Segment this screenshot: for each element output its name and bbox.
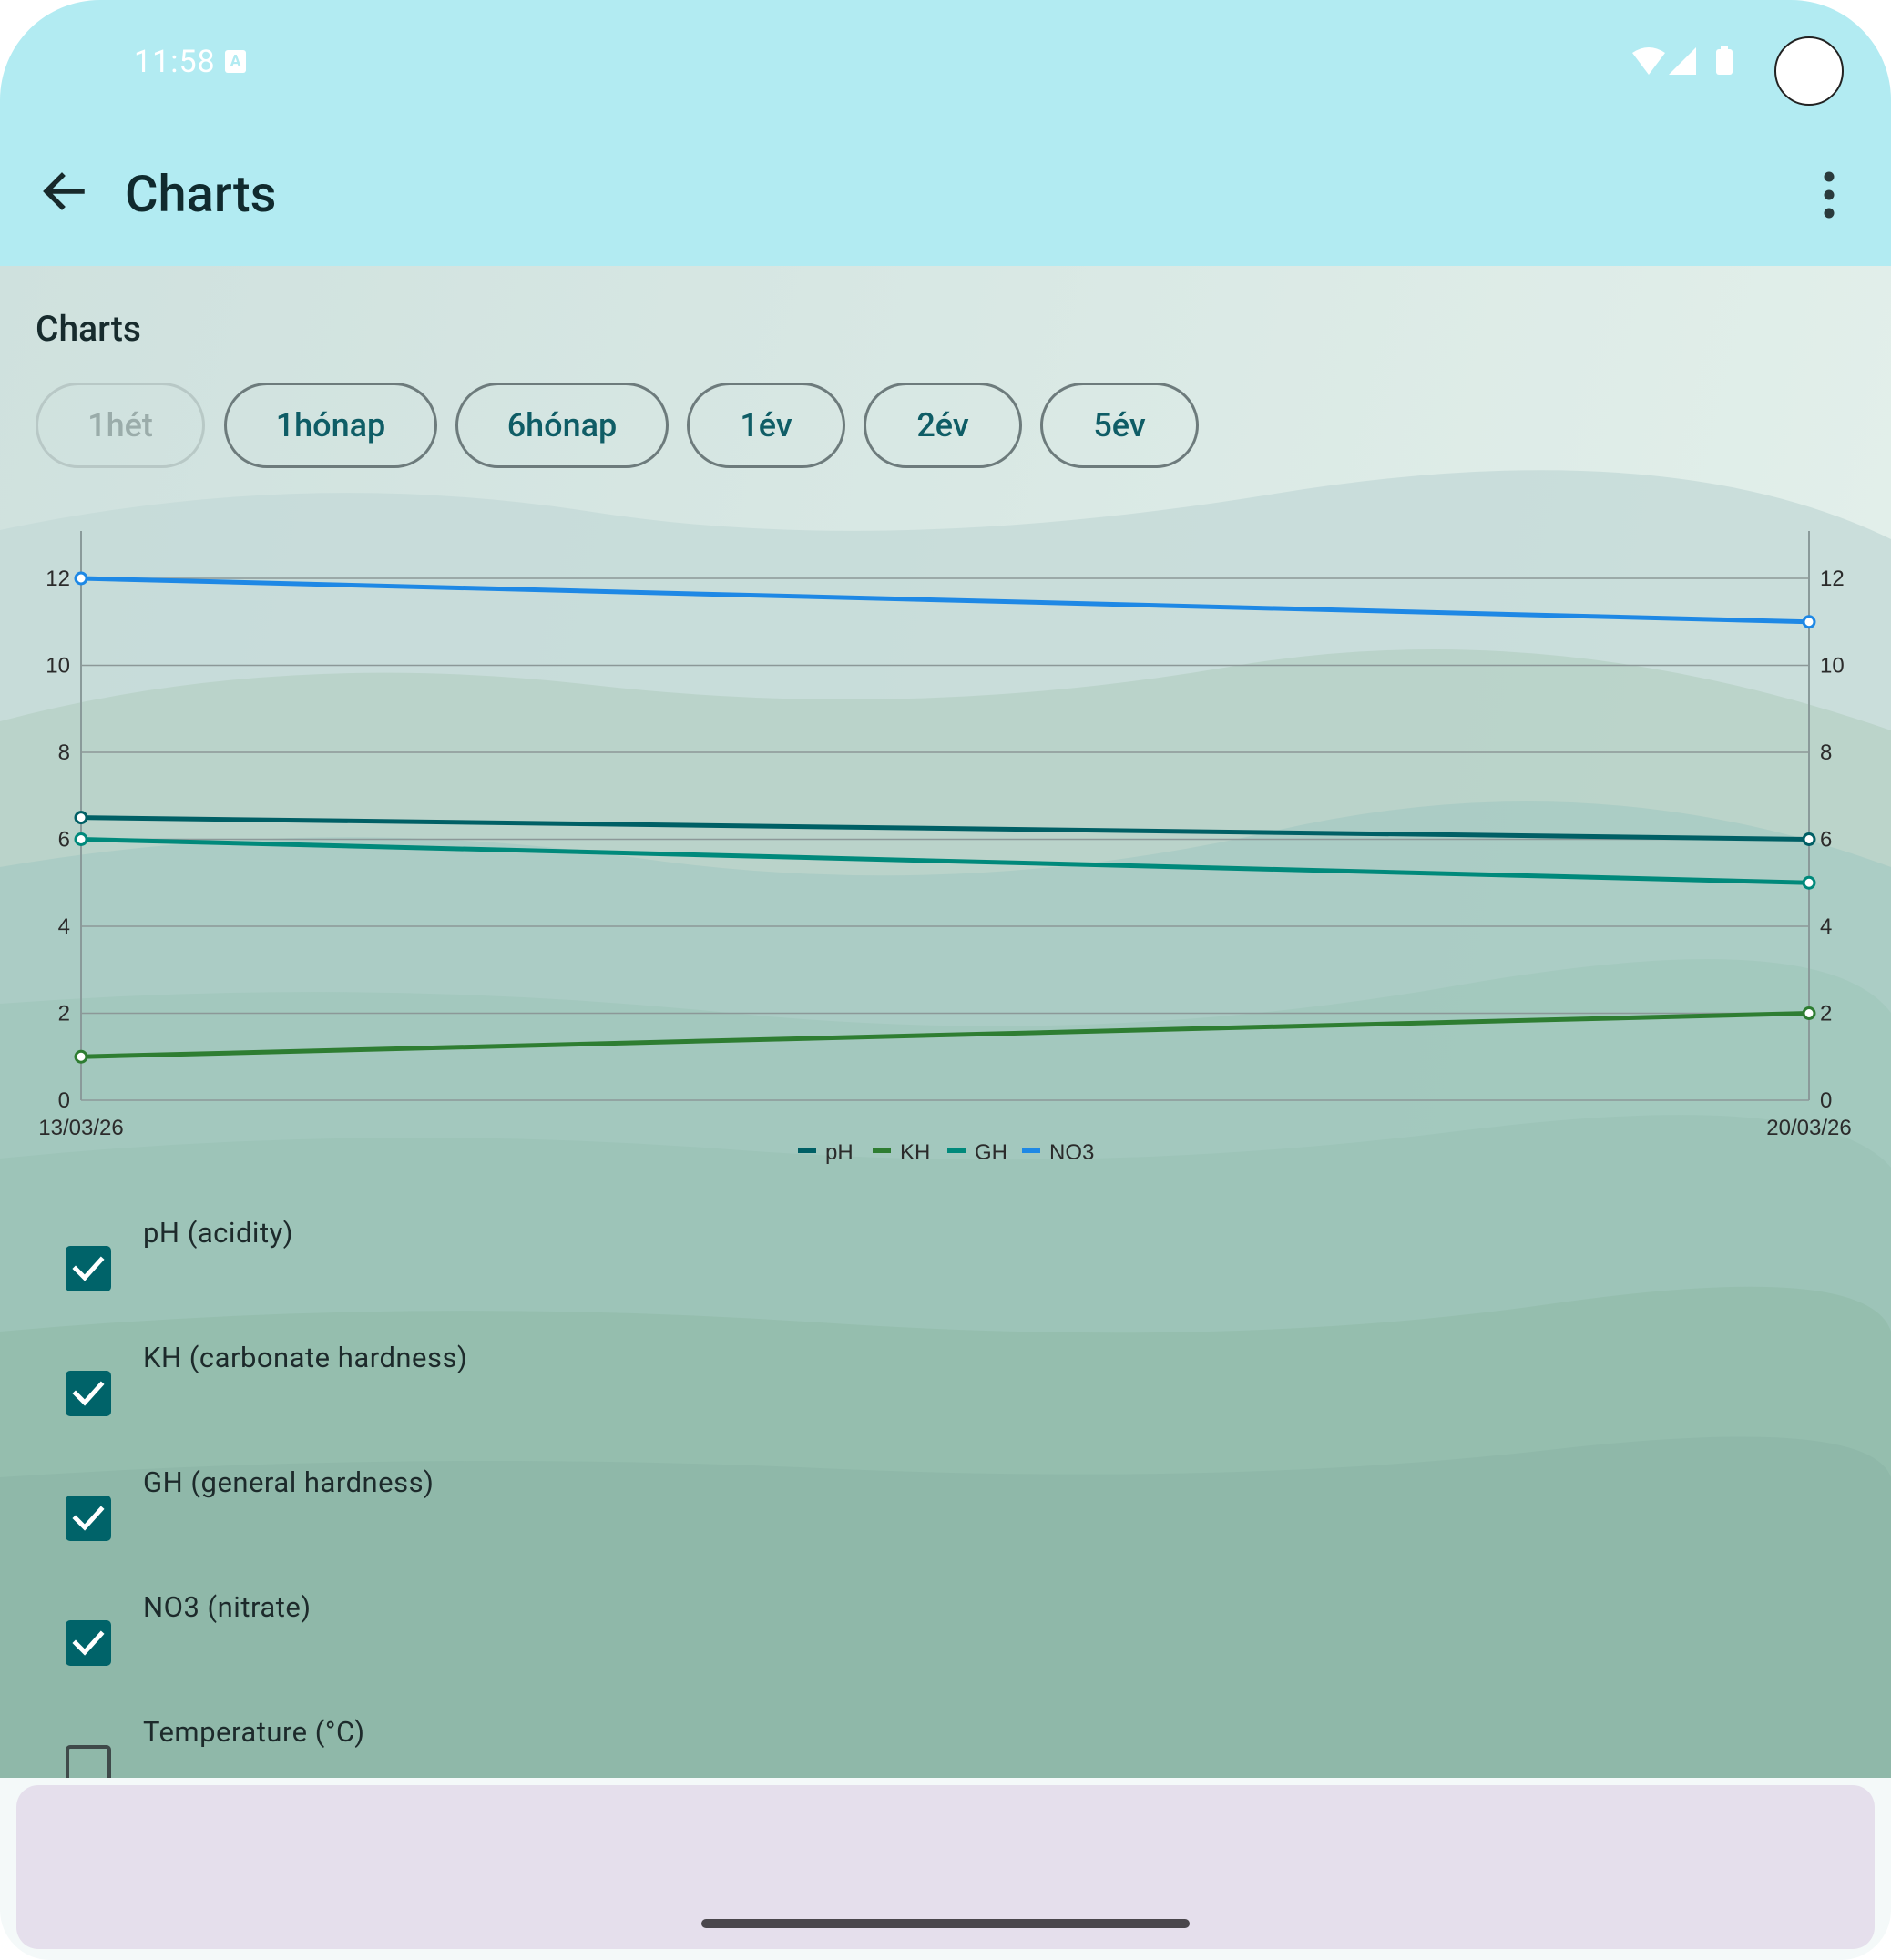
parameter-label-no3: NO3 (nitrate) <box>143 1590 312 1624</box>
data-point-gh <box>74 832 88 846</box>
charts-content: Charts 1hét 1hónap 6hónap 1év 2év 5év 0 2… <box>0 266 1891 1778</box>
legend-swatch-ph <box>798 1148 816 1153</box>
parameter-label-temperature: Temperature (°C) <box>143 1715 365 1749</box>
status-icons <box>1632 46 1733 75</box>
y-tick-label-right: 2 <box>1820 1002 1832 1026</box>
chip-6-months[interactable]: 6hónap <box>455 383 669 468</box>
y-tick-label-left: 8 <box>58 740 70 765</box>
gesture-handle[interactable] <box>701 1919 1190 1928</box>
checkbox-kh[interactable] <box>66 1371 111 1416</box>
chip-5-years[interactable]: 5év <box>1040 383 1199 468</box>
check-icon <box>72 1256 105 1281</box>
parameter-row-ph[interactable]: pH (acidity) <box>0 1216 1891 1341</box>
series-line-kh <box>80 1011 1810 1059</box>
chip-2-years[interactable]: 2év <box>864 383 1022 468</box>
status-time: 11:58 <box>134 44 216 80</box>
parameter-row-gh[interactable]: GH (general hardness) <box>0 1465 1891 1590</box>
y-tick-label-left: 6 <box>58 828 70 852</box>
series-line-ph <box>80 815 1810 842</box>
series-line-gh <box>80 837 1810 885</box>
line-chart: 0 2 4 6 8 10 12 0 2 4 6 8 10 12 13/03/26 20/03/26 pH KH GH… <box>38 531 1852 1165</box>
legend-swatch-kh <box>873 1148 891 1153</box>
legend-swatch-no3 <box>1022 1148 1040 1153</box>
chip-1-year[interactable]: 1év <box>687 383 845 468</box>
chip-1-week[interactable]: 1hét <box>36 383 205 468</box>
y-tick-label-right: 6 <box>1820 828 1832 852</box>
x-tick-label: 20/03/26 <box>1766 1116 1851 1140</box>
data-point-ph <box>1802 832 1816 846</box>
y-tick-label-right: 4 <box>1820 914 1832 939</box>
series-line-no3 <box>80 576 1810 625</box>
data-point-no3 <box>74 571 88 586</box>
wifi-icon <box>1632 47 1665 75</box>
y-tick-label-right: 8 <box>1820 740 1832 765</box>
chip-1-month[interactable]: 1hónap <box>224 383 437 468</box>
y-tick-label-left: 2 <box>58 1002 70 1026</box>
battery-icon <box>1716 49 1733 75</box>
legend-label-gh: GH <box>975 1140 1007 1165</box>
y-tick-label-left: 12 <box>46 567 70 591</box>
checkbox-no3[interactable] <box>66 1620 111 1666</box>
parameter-label-gh: GH (general hardness) <box>143 1465 434 1499</box>
data-point-kh <box>74 1049 88 1064</box>
y-tick-label-right: 0 <box>1820 1088 1832 1113</box>
check-icon <box>72 1506 105 1531</box>
y-tick-label-left: 4 <box>58 914 70 939</box>
legend-swatch-gh <box>947 1148 966 1153</box>
y-tick-label-left: 10 <box>46 654 70 679</box>
legend-label-ph: pH <box>825 1140 854 1165</box>
parameter-label-kh: KH (carbonate hardness) <box>143 1341 468 1374</box>
data-point-kh <box>1802 1006 1816 1020</box>
y-tick-label-right: 12 <box>1820 567 1845 591</box>
checkbox-temperature[interactable] <box>66 1745 111 1778</box>
x-tick-label: 13/03/26 <box>38 1116 123 1140</box>
parameter-row-no3[interactable]: NO3 (nitrate) <box>0 1590 1891 1715</box>
checkbox-ph[interactable] <box>66 1246 111 1291</box>
parameter-row-temperature[interactable]: Temperature (°C) <box>0 1715 1891 1778</box>
notification-icon: A <box>225 50 246 73</box>
data-point-ph <box>74 811 88 825</box>
legend-label-kh: KH <box>900 1140 930 1165</box>
more-options-icon[interactable] <box>1809 169 1849 220</box>
wave-background <box>0 266 1891 1778</box>
y-tick-label-left: 0 <box>58 1088 70 1113</box>
legend-label-no3: NO3 <box>1049 1140 1094 1165</box>
back-arrow-icon[interactable] <box>35 162 93 220</box>
y-tick-label-right: 10 <box>1820 654 1845 679</box>
parameter-row-kh[interactable]: KH (carbonate hardness) <box>0 1341 1891 1465</box>
camera-cutout <box>1774 36 1844 106</box>
checkbox-gh[interactable] <box>66 1496 111 1541</box>
section-title: Charts <box>36 308 141 350</box>
data-point-gh <box>1802 875 1816 890</box>
parameter-label-ph: pH (acidity) <box>143 1216 294 1250</box>
data-point-no3 <box>1802 615 1816 629</box>
app-bar: 11:58 A Charts <box>0 0 1891 266</box>
check-icon <box>72 1381 105 1406</box>
signal-icon <box>1669 47 1696 75</box>
toolbar-title: Charts <box>125 164 277 224</box>
check-icon <box>72 1630 105 1656</box>
